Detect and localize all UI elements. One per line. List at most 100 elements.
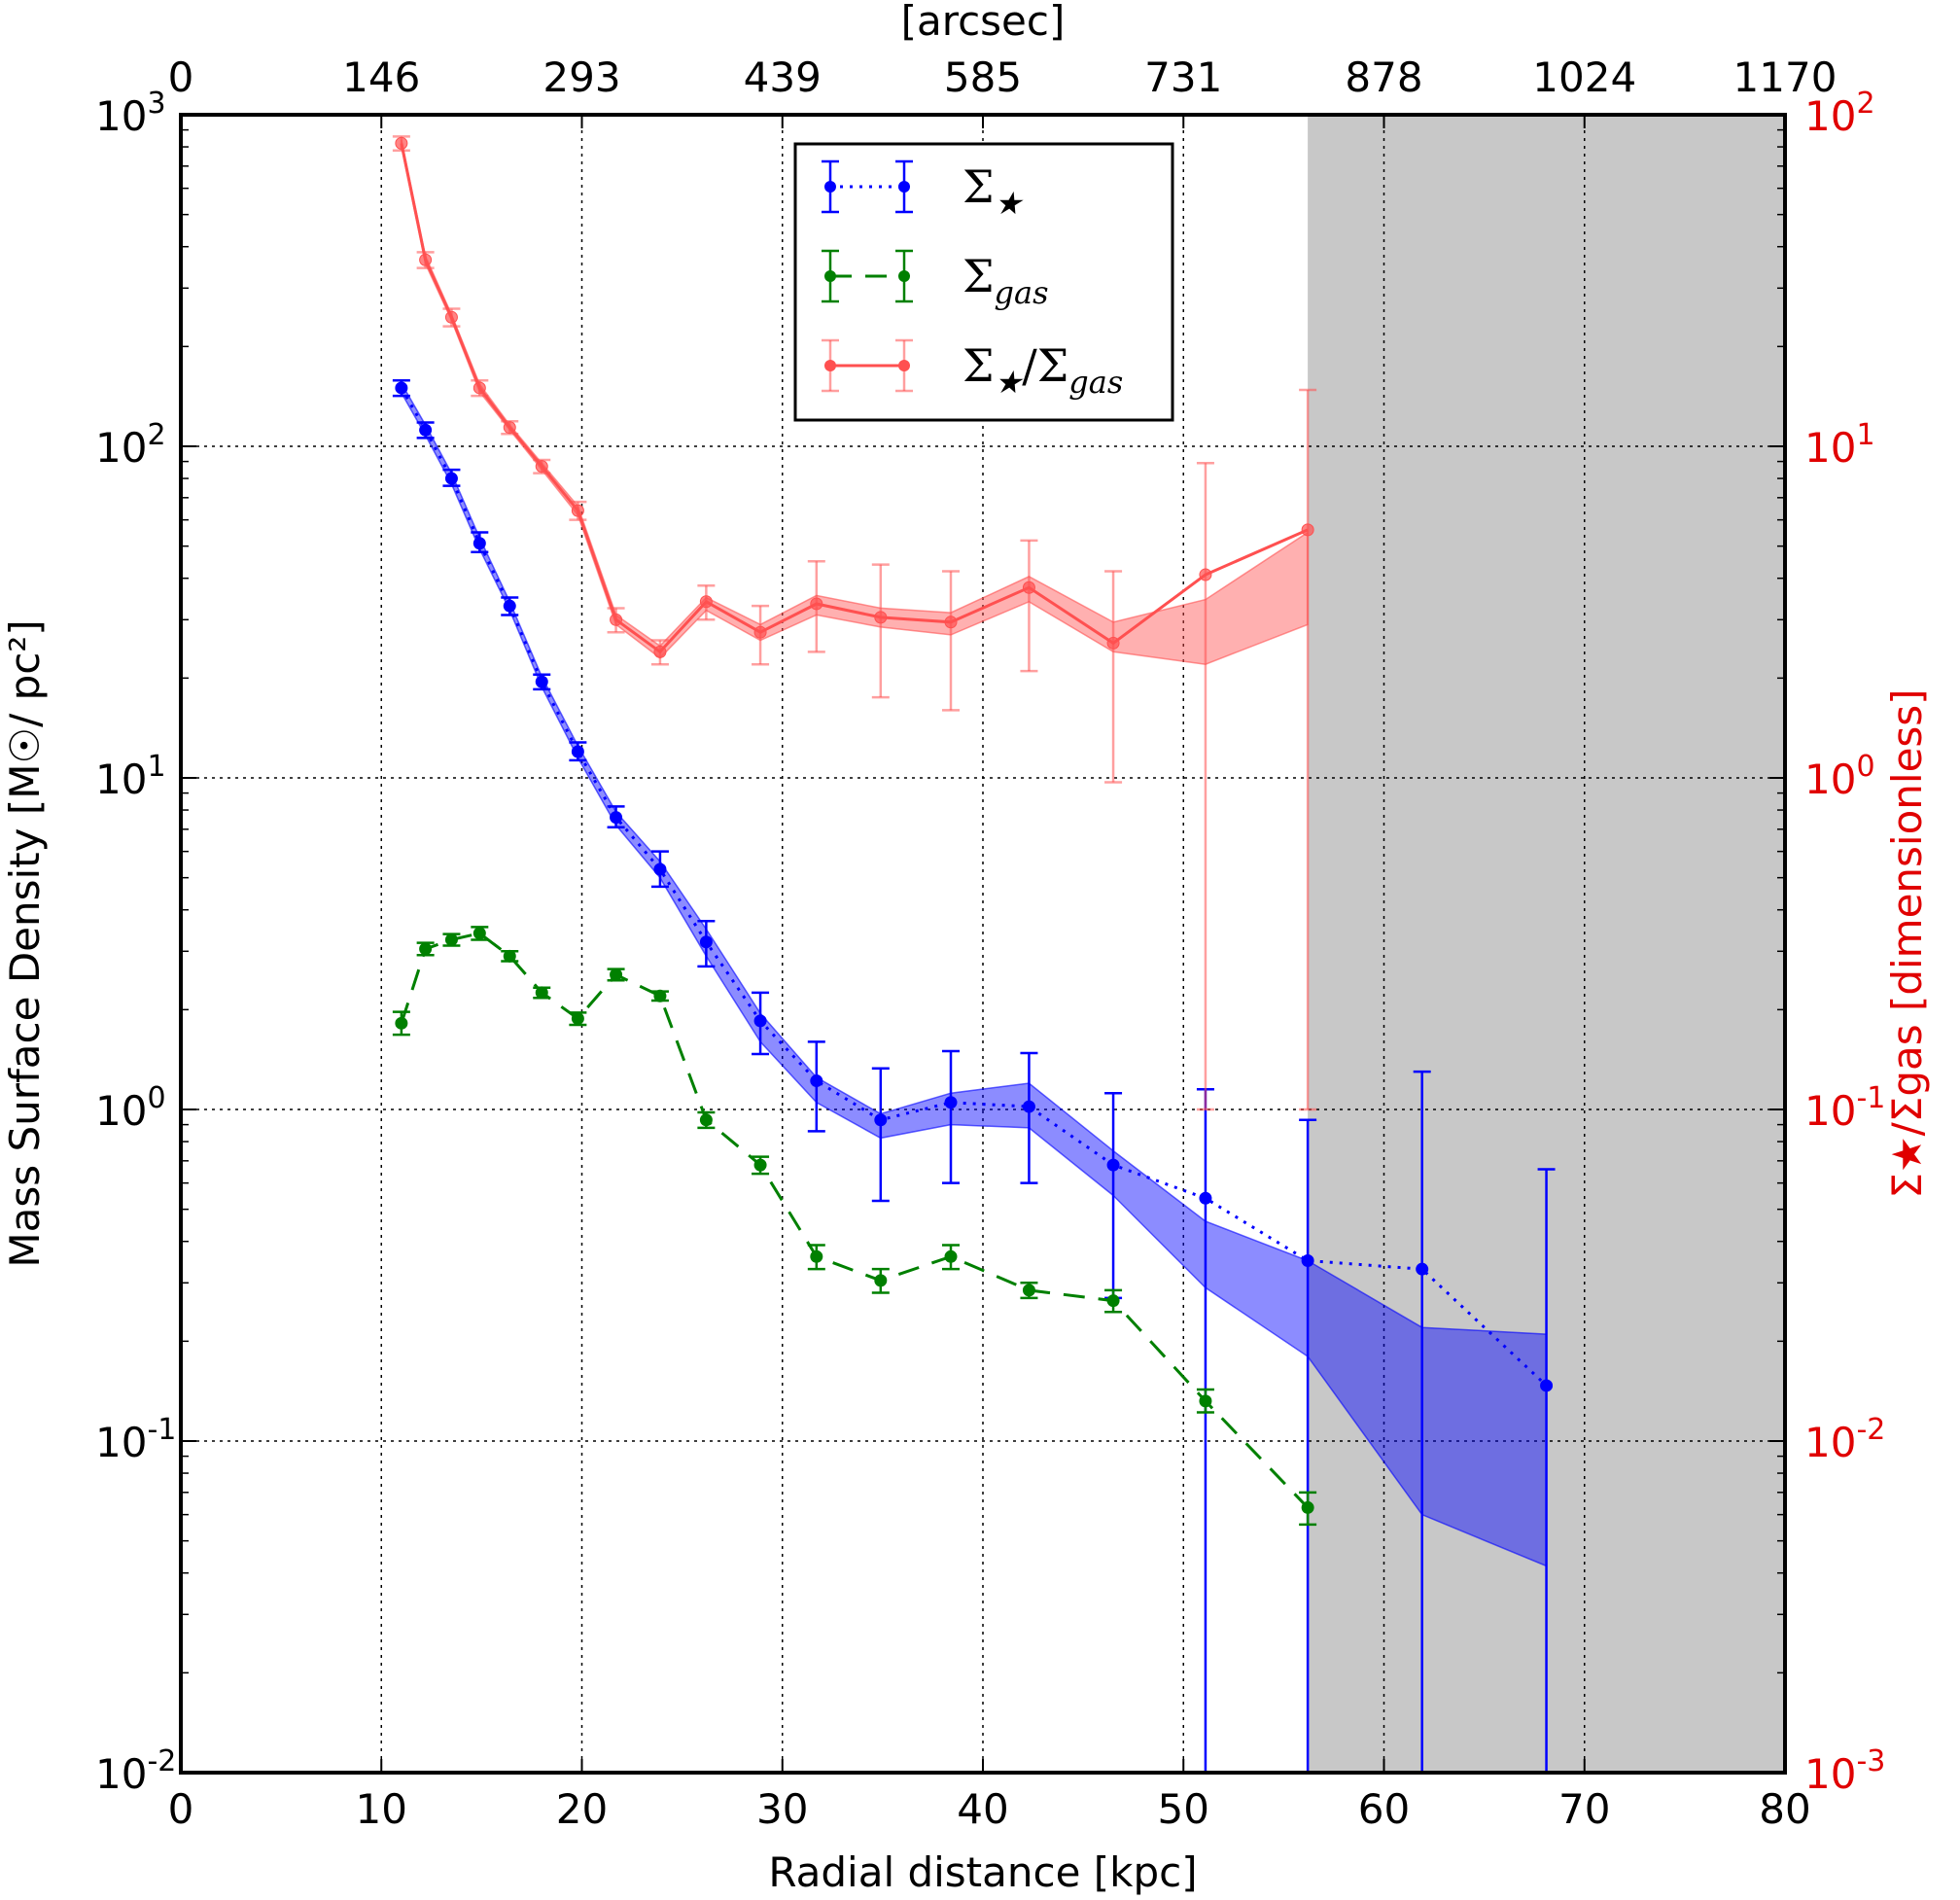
series-0-point <box>699 935 713 949</box>
x-tick-label: 20 <box>556 1785 608 1833</box>
series-0-point <box>503 599 516 613</box>
series-1-point <box>535 986 548 1000</box>
series-0-point <box>874 1113 888 1127</box>
series-2-point <box>395 136 408 150</box>
top-x-tick-label: 878 <box>1345 53 1422 101</box>
y2-tick-label: 101 <box>1804 418 1875 472</box>
series-0-point <box>753 1014 767 1028</box>
legend-marker <box>824 270 836 282</box>
y2-tick-label: 10-2 <box>1804 1413 1885 1466</box>
series-2-point <box>419 253 433 266</box>
tick-base: 10 <box>1804 1419 1856 1466</box>
legend-marker <box>898 181 910 193</box>
top-x-tick-label: 439 <box>744 53 822 101</box>
legend-marker <box>898 360 910 371</box>
tick-base: 10 <box>1804 424 1856 472</box>
series-2-point <box>1301 523 1314 537</box>
series-0-point <box>1540 1379 1554 1392</box>
top-x-tick-label: 731 <box>1144 53 1222 101</box>
top-x-tick-label: 146 <box>342 53 420 101</box>
tick-base: 10 <box>1804 92 1856 140</box>
x-tick-label: 10 <box>356 1785 407 1833</box>
series-1-point <box>653 989 667 1003</box>
series-2-point <box>874 611 888 624</box>
series-0-point <box>472 537 486 550</box>
legend-label: Σ★/Σgas <box>962 339 1123 401</box>
series-2-point <box>535 460 548 474</box>
series-0-line <box>400 387 1548 1387</box>
series-1-point <box>1022 1284 1035 1297</box>
x-tick-label: 80 <box>1759 1785 1810 1833</box>
series-0-point <box>395 381 408 395</box>
legend-symbol: Σ <box>962 250 995 302</box>
x-tick-label: 0 <box>168 1785 194 1833</box>
series-0-point <box>1106 1158 1120 1172</box>
x-tick-label: 70 <box>1558 1785 1610 1833</box>
series-1-point <box>874 1274 888 1287</box>
series-2-point <box>810 597 823 611</box>
series-1-point <box>753 1158 767 1172</box>
series-0-point <box>1199 1191 1212 1205</box>
series-0-point <box>444 472 458 485</box>
x-tick-label: 30 <box>756 1785 808 1833</box>
tick-exponent: 0 <box>1856 750 1874 784</box>
tick-base: 10 <box>95 1750 147 1798</box>
legend-marker <box>824 181 836 193</box>
series-0-point <box>653 862 667 876</box>
series-0-point <box>419 423 433 437</box>
top-x-tick-label: 293 <box>542 53 620 101</box>
legend-subscript: gas <box>1068 364 1123 401</box>
tick-base: 10 <box>95 1087 147 1135</box>
x-tick-label: 50 <box>1158 1785 1209 1833</box>
legend-subscript: ★ <box>995 364 1025 401</box>
series-1-line <box>400 932 1310 1509</box>
legend-label: Σ★ <box>962 160 1025 222</box>
top-x-tick-label: 585 <box>944 53 1022 101</box>
series-2-point <box>444 310 458 324</box>
series-0-point <box>1416 1262 1429 1276</box>
series-1-point <box>699 1113 713 1127</box>
tick-layer: 0010146202933043940585507316087870102480… <box>95 53 1885 1833</box>
y2-tick-label: 100 <box>1804 750 1875 803</box>
series-2-point <box>571 504 584 517</box>
series-0-point <box>1022 1100 1035 1113</box>
y2-tick-label: 102 <box>1804 87 1875 140</box>
tick-exponent: -1 <box>147 1413 176 1447</box>
y-tick-label: 10-1 <box>95 1413 176 1466</box>
series-2-point <box>753 625 767 639</box>
series-1-point <box>503 949 516 963</box>
series-2-point <box>1199 568 1212 581</box>
top-x-tick-label: 1170 <box>1733 53 1838 101</box>
legend-marker <box>898 270 910 282</box>
series-1-point <box>1301 1500 1314 1514</box>
y-tick-label: 10-2 <box>95 1744 176 1798</box>
tick-base: 10 <box>95 424 147 472</box>
tick-exponent: 2 <box>1856 87 1874 121</box>
legend-subscript: ★ <box>995 185 1025 222</box>
series-2-point <box>1022 581 1035 594</box>
top-x-axis-title: [arcsec] <box>901 0 1066 45</box>
tick-base: 10 <box>1804 756 1856 803</box>
y-tick-label: 103 <box>95 87 166 140</box>
tick-exponent: -1 <box>1856 1081 1885 1115</box>
top-x-tick-label: 1024 <box>1532 53 1636 101</box>
marker-layer <box>395 136 1554 1514</box>
series-1-point <box>472 927 486 940</box>
legend-box <box>793 142 1174 422</box>
y2-axis-title: Σ★/Σgas [dimensionless] <box>1883 688 1931 1198</box>
series-1-point <box>1106 1294 1120 1308</box>
series-2-point <box>944 616 958 629</box>
legend-symbol: /Σ <box>1022 339 1068 392</box>
tick-base: 10 <box>95 756 147 803</box>
tick-base: 10 <box>1804 1087 1856 1135</box>
tick-exponent: 3 <box>147 87 165 121</box>
legend-subscript: gas <box>995 274 1049 311</box>
series-0-point <box>1301 1253 1314 1267</box>
y2-tick-label: 10-1 <box>1804 1081 1885 1135</box>
series-1-point <box>395 1016 408 1030</box>
series-0-point <box>944 1096 958 1109</box>
top-x-tick-label: 0 <box>168 53 194 101</box>
x-tick-label: 60 <box>1358 1785 1410 1833</box>
tick-exponent: 0 <box>147 1081 165 1115</box>
